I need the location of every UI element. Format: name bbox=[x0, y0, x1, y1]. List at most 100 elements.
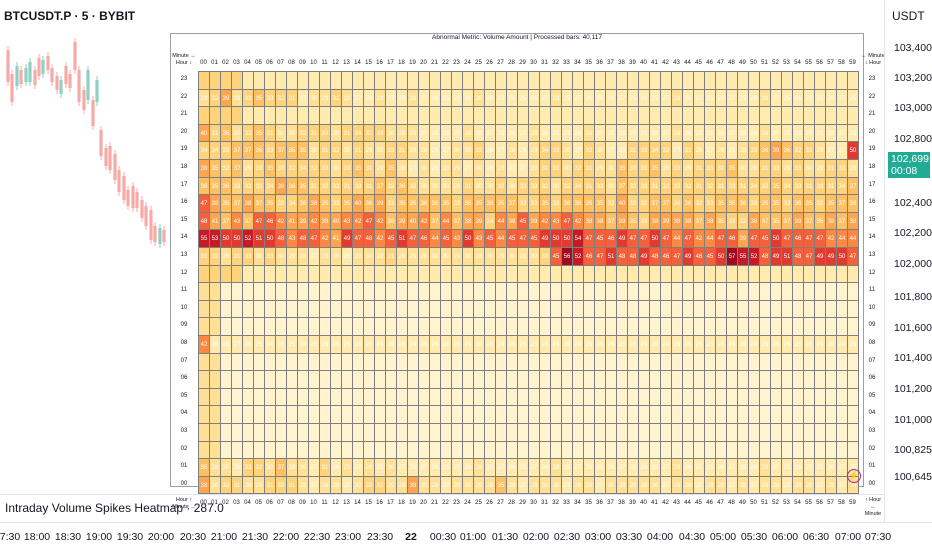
minute-header: 41 bbox=[651, 500, 658, 507]
heatmap-cell bbox=[847, 282, 859, 301]
time-tick: 02:00 bbox=[522, 531, 550, 543]
time-tick: 18:30 bbox=[54, 531, 82, 543]
minute-header: 20 bbox=[420, 500, 427, 507]
candle-body bbox=[140, 200, 144, 218]
time-tick: 7:30 bbox=[0, 531, 21, 543]
hour-label: 22 bbox=[868, 93, 876, 100]
minute-header: 54 bbox=[794, 500, 801, 507]
minute-header: 56 bbox=[816, 60, 823, 66]
candle-body bbox=[162, 230, 166, 242]
minute-header: 13 bbox=[343, 500, 350, 507]
minute-header: 54 bbox=[794, 60, 801, 66]
time-axis[interactable] bbox=[0, 522, 932, 551]
time-tick: 04:30 bbox=[678, 531, 706, 543]
minute-header: 12 bbox=[332, 500, 339, 507]
hour-label: 23 bbox=[868, 76, 876, 82]
minute-header: 49 bbox=[739, 500, 746, 507]
symbol-title[interactable]: BTCUSDT.P · 5 · BYBIT bbox=[4, 9, 136, 23]
minute-header: 39 bbox=[629, 60, 636, 66]
currency-label[interactable]: USDT bbox=[892, 9, 925, 23]
corner-label: ↑ Hour ← Minute bbox=[864, 497, 882, 518]
price-tick: 103,000.0 bbox=[894, 102, 932, 114]
candlestick-chart[interactable] bbox=[0, 30, 170, 260]
hour-label: 11 bbox=[180, 287, 188, 294]
minute-header: 00 bbox=[200, 60, 207, 66]
time-tick: 21:30 bbox=[241, 531, 269, 543]
corner-label: ← Minute ↓ Hour bbox=[861, 53, 885, 66]
minute-header: 48 bbox=[728, 500, 735, 507]
minute-header: 52 bbox=[772, 60, 779, 66]
minute-header: 08 bbox=[288, 60, 295, 66]
minute-header: 40 bbox=[640, 60, 647, 66]
time-tick: 07:00 bbox=[834, 531, 862, 543]
minute-header: 51 bbox=[761, 60, 768, 66]
time-tick: 00:30 bbox=[429, 531, 457, 543]
time-tick: 18:00 bbox=[23, 531, 51, 543]
candle-body bbox=[122, 176, 126, 200]
minute-header: 49 bbox=[739, 60, 746, 66]
minute-header: 07 bbox=[277, 500, 284, 507]
minute-header: 39 bbox=[629, 500, 636, 507]
heatmap-cell bbox=[847, 264, 859, 284]
minute-header: 21 bbox=[431, 500, 438, 507]
heatmap-cell bbox=[847, 106, 859, 125]
minute-header: 26 bbox=[486, 60, 493, 66]
pane-divider[interactable] bbox=[0, 494, 884, 495]
heatmap-cell bbox=[847, 370, 859, 389]
minute-header: 57 bbox=[827, 60, 834, 66]
hour-label: 19 bbox=[180, 146, 188, 153]
minute-header: 21 bbox=[431, 60, 438, 66]
current-price: 102,699.9 bbox=[891, 153, 932, 165]
minute-header: 33 bbox=[563, 60, 570, 66]
minute-header: 38 bbox=[618, 60, 625, 66]
candle-body bbox=[131, 186, 135, 208]
minute-header: 00 bbox=[200, 500, 207, 507]
hour-label: 13 bbox=[868, 252, 876, 258]
minute-header: 11 bbox=[321, 500, 328, 507]
minute-header: 59 bbox=[849, 500, 856, 507]
minute-header: 33 bbox=[563, 500, 570, 507]
heatmap-cell bbox=[847, 299, 859, 319]
hour-label: 17 bbox=[868, 181, 876, 188]
minute-header: 23 bbox=[453, 500, 460, 507]
minute-header: 48 bbox=[728, 60, 735, 66]
minute-header: 31 bbox=[541, 500, 548, 507]
candle-body bbox=[41, 60, 45, 74]
minute-header: 22 bbox=[442, 500, 449, 507]
time-tick: 06:30 bbox=[802, 531, 830, 543]
candle-body bbox=[86, 70, 90, 100]
minute-header: 31 bbox=[541, 60, 548, 66]
minute-header: 25 bbox=[475, 500, 482, 507]
hour-label: 10 bbox=[180, 304, 188, 311]
minute-header: 46 bbox=[706, 500, 713, 507]
candle-body bbox=[126, 190, 130, 206]
hour-label: 21 bbox=[868, 111, 876, 118]
hour-label: 01 bbox=[180, 463, 188, 470]
candle-body bbox=[117, 170, 121, 192]
hour-label: 13 bbox=[180, 252, 188, 258]
minute-header: 04 bbox=[244, 60, 251, 66]
minute-header: 35 bbox=[585, 500, 592, 507]
indicator-label[interactable]: Intraday Volume Spikes Heatmap · 287.0 bbox=[5, 501, 224, 515]
minute-header: 36 bbox=[596, 500, 603, 507]
hour-label: 12 bbox=[868, 269, 876, 276]
minute-header: 22 bbox=[442, 60, 449, 66]
lightning-icon[interactable]: ⚡ bbox=[847, 469, 861, 483]
minute-header: 03 bbox=[233, 500, 240, 507]
hour-label: 06 bbox=[868, 375, 876, 382]
minute-header: 19 bbox=[409, 500, 416, 507]
candle-body bbox=[46, 56, 50, 70]
minute-header: 20 bbox=[420, 60, 427, 66]
time-tick: 01:30 bbox=[491, 531, 519, 543]
minute-header: 45 bbox=[695, 500, 702, 507]
candle-body bbox=[113, 154, 117, 180]
hour-label: 14 bbox=[868, 234, 876, 241]
price-axis[interactable] bbox=[884, 0, 932, 522]
candle-body bbox=[153, 226, 157, 242]
candle-body bbox=[37, 58, 41, 76]
heatmap-cell: 38 bbox=[847, 211, 859, 231]
hour-label: 00 bbox=[180, 480, 188, 487]
heatmap-cell: 36 bbox=[847, 194, 859, 213]
minute-header: 36 bbox=[596, 60, 603, 66]
time-tick: 20:30 bbox=[179, 531, 207, 543]
